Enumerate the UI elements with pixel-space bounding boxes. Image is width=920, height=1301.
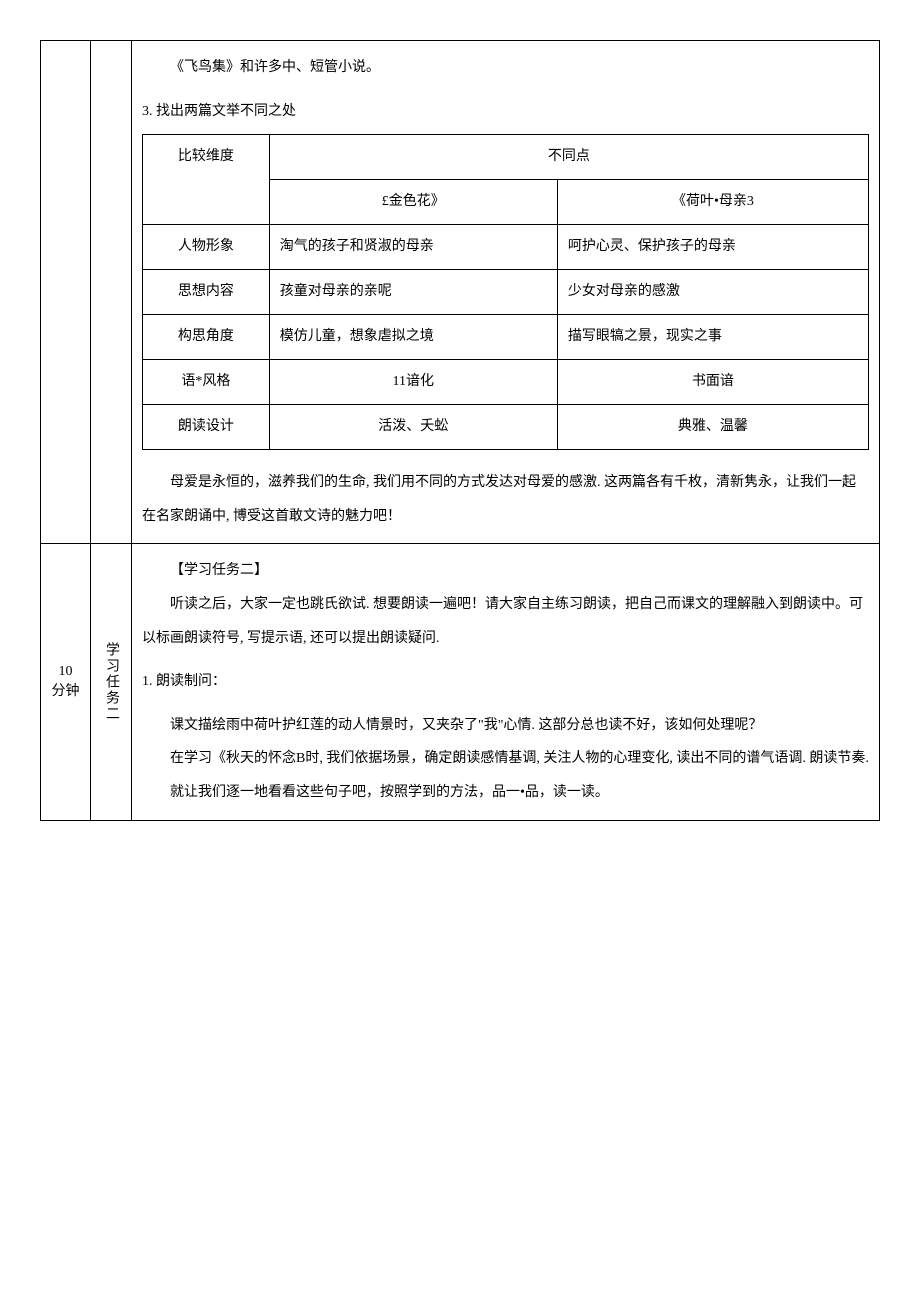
- right-4: 典雅、温馨: [557, 405, 868, 450]
- task2-intro: 听读之后，大家一定也跳氏欲试. 想要朗读一遍吧！请大家自主练习朗读，把自己而课文…: [142, 588, 869, 655]
- header-dimension: 比较维度: [143, 135, 270, 225]
- dim-1: 思想内容: [143, 270, 270, 315]
- right-3: 书面谙: [557, 360, 868, 405]
- lesson-plan-table: 《飞鸟集》和许多中、短管小说。 3. 找出两篇文举不同之处 比较维度 不同点 £…: [40, 40, 880, 821]
- comparison-table: 比较维度 不同点 £金色花》 《荷叶•母亲3 人物形象 淘气的孩子和贤淑的母亲 …: [142, 134, 869, 450]
- task-cell-1: [91, 41, 132, 544]
- comparison-row-2: 构思角度 模仿儿童，想象虐拟之境 描写眼犒之景，现实之事: [143, 315, 869, 360]
- right-2: 描写眼犒之景，现实之事: [557, 315, 868, 360]
- comparison-row-4: 朗读设计 活泼、夭蚣 典雅、温馨: [143, 405, 869, 450]
- q1-text: 课文描绘雨中荷叶护红莲的动人情景时，又夹杂了"我"心情. 这部分总也读不好，该如…: [142, 709, 869, 743]
- comparison-row-3: 语*风格 11谙化 书面谙: [143, 360, 869, 405]
- section-row-1: 《飞鸟集》和许多中、短管小说。 3. 找出两篇文举不同之处 比较维度 不同点 £…: [41, 41, 880, 544]
- left-4: 活泼、夭蚣: [269, 405, 557, 450]
- dim-0: 人物形象: [143, 225, 270, 270]
- left-2: 模仿儿童，想象虐拟之境: [269, 315, 557, 360]
- section3-title: 3. 找出两篇文举不同之处: [142, 95, 869, 129]
- time-cell-2: 10 分钟: [41, 544, 91, 820]
- left-0: 淘气的孩子和贤淑的母亲: [269, 225, 557, 270]
- left-1: 孩童对母亲的亲呢: [269, 270, 557, 315]
- task-cell-2: 学习任务二: [91, 544, 132, 820]
- content-cell-1: 《飞鸟集》和许多中、短管小说。 3. 找出两篇文举不同之处 比较维度 不同点 £…: [132, 41, 880, 544]
- right-0: 呵护心灵、保护孩子的母亲: [557, 225, 868, 270]
- dim-3: 语*风格: [143, 360, 270, 405]
- left-3: 11谙化: [269, 360, 557, 405]
- col2-title: 《荷叶•母亲3: [557, 180, 868, 225]
- time-cell-1: [41, 41, 91, 544]
- section-row-2: 10 分钟 学习任务二 【学习任务二】 听读之后，大家一定也跳氏欲试. 想要朗读…: [41, 544, 880, 820]
- right-1: 少女对母亲的感激: [557, 270, 868, 315]
- header-difference: 不同点: [269, 135, 868, 180]
- comparison-row-1: 思想内容 孩童对母亲的亲呢 少女对母亲的感激: [143, 270, 869, 315]
- comparison-header-row: 比较维度 不同点: [143, 135, 869, 180]
- col1-title: £金色花》: [269, 180, 557, 225]
- intro-line: 《飞鸟集》和许多中、短管小说。: [142, 51, 869, 85]
- q1-label: 1. 朗读制问：: [142, 665, 869, 699]
- task2-title: 【学习任务二】: [142, 554, 869, 588]
- para3: 就让我们逐一地看看这些句子吧，按照学到的方法，品一•品，读一读。: [142, 776, 869, 810]
- para2: 在学习《秋天的怀念B时, 我们依据场景，确定朗读感情基调, 关注人物的心理变化,…: [142, 742, 869, 776]
- summary-text: 母爱是永恒的，滋养我们的生命, 我们用不同的方式发达对母爱的感激. 这两篇各有千…: [142, 466, 869, 533]
- comparison-row-0: 人物形象 淘气的孩子和贤淑的母亲 呵护心灵、保护孩子的母亲: [143, 225, 869, 270]
- content-cell-2: 【学习任务二】 听读之后，大家一定也跳氏欲试. 想要朗读一遍吧！请大家自主练习朗…: [132, 544, 880, 820]
- dim-2: 构思角度: [143, 315, 270, 360]
- dim-4: 朗读设计: [143, 405, 270, 450]
